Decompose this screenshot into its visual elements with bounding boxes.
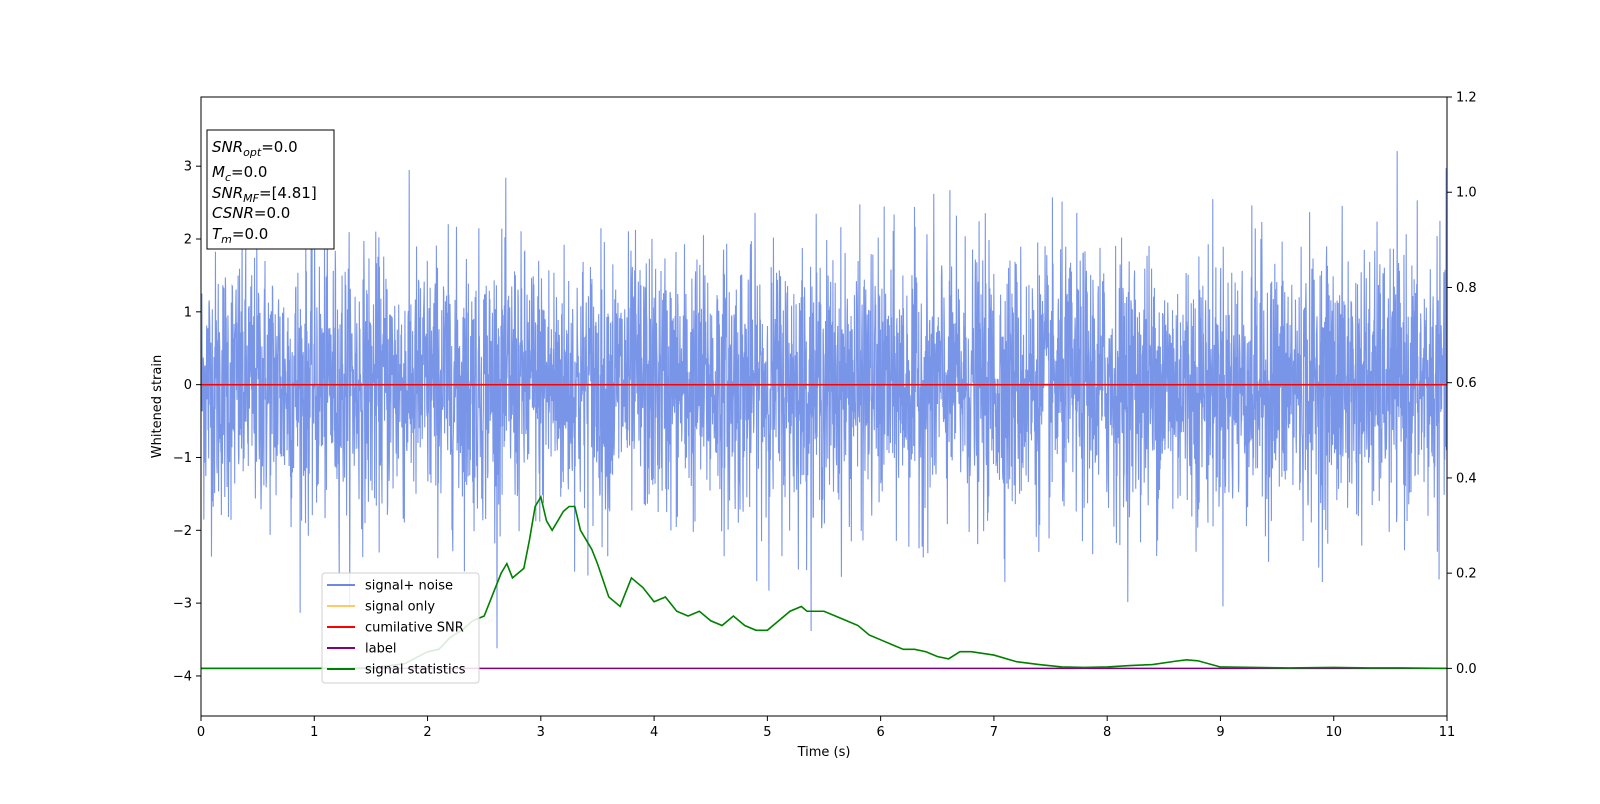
y-tick-label-left: −4	[173, 669, 192, 684]
series-signal-statistics	[201, 494, 1447, 670]
info-line: Tm=0.0	[212, 225, 268, 246]
y-axis-label: Whitened strain	[150, 355, 165, 458]
legend-frame	[321, 572, 480, 684]
info-line: CSNR=0.0	[212, 204, 290, 222]
y-tick-label-left: −2	[173, 524, 192, 539]
x-tick-label: 3	[537, 725, 545, 740]
x-tick-label: 8	[1103, 725, 1111, 740]
x-tick-label: 10	[1325, 725, 1342, 740]
legend: signal+ noise signal only cumilative SNR la…	[321, 572, 480, 684]
legend-label: signal+ noise	[365, 579, 453, 594]
plot-frame	[200, 96, 1448, 717]
x-tick-label: 9	[1216, 725, 1224, 740]
x-tick-label: 6	[876, 725, 884, 740]
y-tick-label-left: 0	[184, 378, 192, 393]
y-tick-label-right: 1.0	[1456, 186, 1477, 201]
x-tick-label: 1	[310, 725, 318, 740]
x-axis-label: Time (s)	[797, 745, 851, 760]
y-tick-label-right: 0.4	[1456, 471, 1477, 486]
legend-label: cumilative SNR	[365, 621, 464, 636]
legend-label: signal only	[365, 600, 435, 615]
axes-layer: 0 1 2 3 4 5 6 7 8 9 10 11 −4 −3 −2 −1 0 1 2 3 0.0 0.2 0.4 0.6 0.…	[150, 91, 1477, 761]
x-tick-label: 7	[990, 725, 998, 740]
legend-label: label	[365, 642, 396, 657]
y-tick-label-left: 3	[184, 160, 192, 175]
x-tick-label: 2	[423, 725, 431, 740]
info-line: SNRMF=[4.81]	[212, 184, 317, 205]
y-tick-label-right: 1.2	[1456, 91, 1477, 106]
info-line: SNRopt=0.0	[212, 138, 298, 159]
y-tick-label-right: 0.2	[1456, 567, 1477, 582]
info-box-frame	[206, 129, 335, 250]
y-tick-label-left: 1	[184, 305, 192, 320]
x-tick-label: 5	[763, 725, 771, 740]
x-tick-label: 0	[197, 725, 205, 740]
x-tick-label: 4	[650, 725, 658, 740]
y-tick-label-right: 0.8	[1456, 281, 1477, 296]
series-signal-noise	[201, 151, 1447, 649]
y-tick-label-right: 0.0	[1456, 662, 1477, 677]
y-tick-label-left: −1	[173, 451, 192, 466]
y-tick-label-right: 0.6	[1456, 376, 1477, 391]
noise-layer	[201, 151, 1447, 649]
legend-label: signal statistics	[365, 663, 466, 678]
info-line: Mc=0.0	[212, 163, 267, 184]
y-tick-label-left: 2	[184, 233, 192, 248]
x-tick-label: 11	[1439, 725, 1456, 740]
y-tick-label-left: −3	[173, 597, 192, 612]
